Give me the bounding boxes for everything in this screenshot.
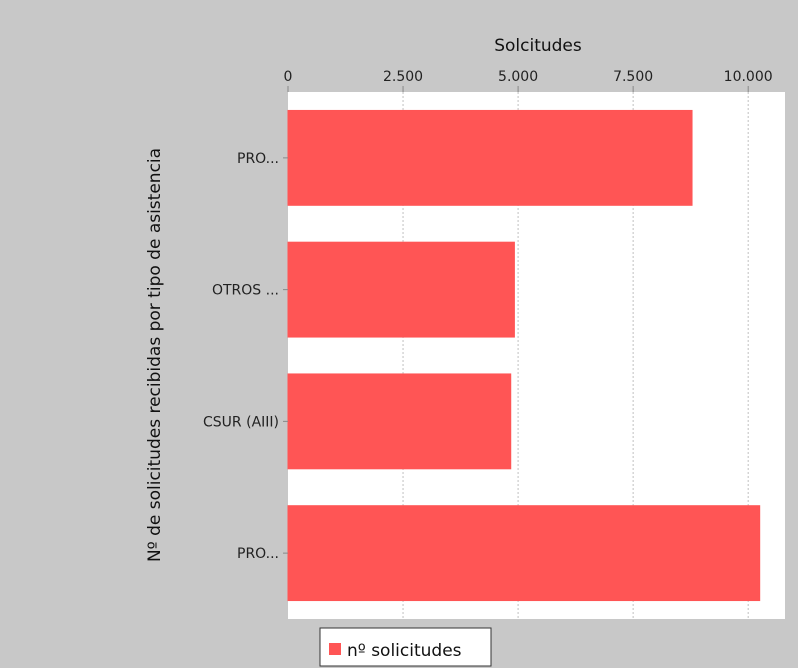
y-tick-label: PRO... bbox=[237, 546, 279, 562]
y-tick-label: CSUR (AIII) bbox=[203, 414, 279, 430]
x-axis: 0 2.500 5.000 7.500 10.000 bbox=[284, 69, 773, 92]
legend: nº solicitudes bbox=[319, 627, 492, 667]
bar bbox=[287, 241, 515, 338]
y-tick-label: OTROS ... bbox=[212, 283, 279, 299]
x-tick-label: 2.500 bbox=[383, 69, 423, 85]
legend-box bbox=[319, 627, 492, 667]
x-tick-label: 0 bbox=[284, 69, 293, 85]
x-tick-label: 10.000 bbox=[724, 69, 773, 85]
bar bbox=[287, 505, 761, 602]
y-axis-title: Nº de solicitudes recibidas por tipo de … bbox=[145, 148, 165, 562]
legend-label: nº solicitudes bbox=[347, 641, 462, 661]
x-tick-label: 7.500 bbox=[613, 69, 653, 85]
bar bbox=[287, 373, 512, 470]
y-axis: PRO... OTROS ... CSUR (AIII) PRO... bbox=[203, 151, 288, 562]
x-axis-title: Solcitudes bbox=[494, 36, 582, 56]
x-tick-label: 5.000 bbox=[498, 69, 538, 85]
legend-swatch bbox=[329, 643, 341, 655]
bar bbox=[287, 109, 693, 206]
y-tick-label: PRO... bbox=[237, 151, 279, 167]
bar-layer bbox=[287, 109, 761, 602]
